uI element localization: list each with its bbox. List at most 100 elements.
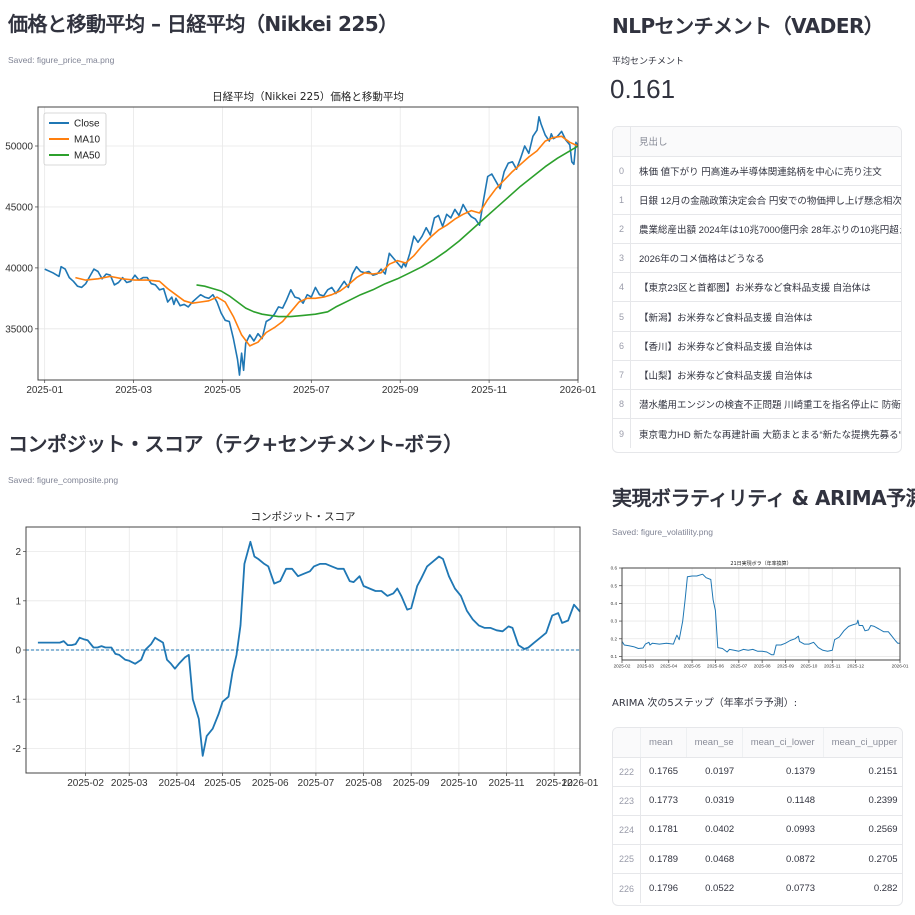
mean-se-cell[interactable]: 0.0468	[686, 844, 743, 875]
headline-row[interactable]: 1 日銀 12月の金融政策決定会合 円安での物価押し上げ懸念相次ぐ	[613, 185, 901, 215]
x-tick-label: 2025-03	[115, 385, 152, 396]
mean-ci-upper-cell[interactable]: 0.2705	[823, 844, 902, 875]
mean-ci-lower-cell[interactable]: 0.0872	[742, 844, 824, 875]
y-tick-label: -1	[12, 695, 21, 706]
arima-row[interactable]: 222 0.1765 0.0197 0.1379 0.2151	[613, 757, 902, 787]
mean-se-cell[interactable]: 0.0197	[686, 757, 743, 787]
headlines-header-row: 見出し	[613, 127, 901, 157]
headline-cell[interactable]: 【新潟】お米券など食料品支援 自治体は	[630, 301, 901, 332]
x-tick-label: 2025-03	[637, 664, 654, 669]
series-line-composite	[37, 540, 581, 757]
mean-ci-lower-cell[interactable]: 0.1379	[742, 757, 824, 787]
headline-row[interactable]: 5 【新潟】お米券など食料品支援 自治体は	[613, 301, 901, 332]
headline-cell[interactable]: 日銀 12月の金融政策決定会合 円安での物価押し上げ懸念相次ぐ	[630, 185, 901, 215]
x-tick-label: 2025-05	[684, 664, 701, 669]
arima-row[interactable]: 223 0.1773 0.0319 0.1148 0.2399	[613, 786, 902, 816]
mean-ci-lower-cell[interactable]: 0.0993	[742, 815, 824, 846]
headline-cell[interactable]: 潜水艦用エンジンの検査不正問題 川崎重工を指名停止に 防衛省	[630, 389, 901, 420]
row-index: 222	[613, 757, 642, 787]
volatility-chart: 21日実現ボラ（年率換算） 2025-02 2025-03 2025-04 2025-0…	[605, 555, 910, 680]
index-header	[613, 127, 632, 157]
x-tick-label: 2025-09	[777, 664, 794, 669]
arima-forecast-label: ARIMA 次の5ステップ（年率ボラ予測）:	[612, 698, 798, 709]
arima-header-row: mean mean_se mean_ci_lower mean_ci_upper	[613, 728, 902, 758]
y-tick-label: 0.3	[611, 619, 618, 624]
x-tick-label: 2025-09	[393, 778, 430, 789]
headline-row[interactable]: 9 東京電力HD 新たな再建計画 大筋まとまる“新たな提携先募る”	[613, 418, 902, 448]
x-tick-label: 2026-01	[562, 778, 599, 789]
arima-row[interactable]: 226 0.1796 0.0522 0.0773 0.282	[613, 873, 902, 903]
headline-cell[interactable]: 【東京23区と首都圏】お米券など食料品支援 自治体は	[630, 272, 901, 303]
x-tick-label: 2025-04	[159, 778, 196, 789]
x-tick-label: 2025-12	[536, 778, 573, 789]
mean-se-cell[interactable]: 0.0522	[705, 883, 735, 895]
row-index: 3	[613, 243, 632, 274]
x-tick-label: 2025-10	[800, 664, 817, 669]
headline-row[interactable]: 8 潜水艦用エンジンの検査不正問題 川崎重工を指名停止に 防衛省	[613, 389, 901, 420]
y-tick-label: 0	[15, 646, 21, 657]
x-tick-label: 2025-04	[660, 664, 677, 669]
x-tick-label: 2025-06	[252, 778, 289, 789]
volatility-figure-caption: Saved: figure_volatility.png	[612, 527, 713, 537]
mean-cell[interactable]: 0.1773	[640, 786, 687, 816]
headline-cell[interactable]: 農業総産出額 2024年は10兆7000億円余 28年ぶりの10兆円超え	[630, 214, 901, 245]
headline-row[interactable]: 3 2026年のコメ価格はどうなる	[613, 243, 901, 274]
mean-ci-lower-column-header[interactable]: mean_ci_lower	[742, 728, 824, 758]
mean-cell[interactable]: 0.1781	[640, 815, 687, 846]
headline-row[interactable]: 6 【香川】お米券など食料品支援 自治体は	[613, 331, 901, 361]
headline-cell[interactable]: 東京電力HD 新たな再建計画 大筋まとまる“新たな提携先募る”	[639, 429, 902, 441]
headline-row[interactable]: 0 株価 値下がり 円高進み半導体関連銘柄を中心に売り注文	[613, 156, 901, 186]
x-tick-label: 2025-11	[471, 385, 507, 396]
mean-se-column-header[interactable]: mean_se	[686, 728, 743, 758]
mean-cell[interactable]: 0.1765	[640, 757, 687, 787]
headline-cell[interactable]: 株価 値下がり 円高進み半導体関連銘柄を中心に売り注文	[630, 156, 901, 186]
series-line-close	[44, 116, 579, 376]
y-tick-label: -2	[12, 744, 21, 755]
chart-title: コンポジット・スコア	[251, 511, 356, 523]
x-tick-label: 2025-12	[847, 664, 864, 669]
mean-cell[interactable]: 0.1796	[649, 883, 679, 895]
mean-column-header[interactable]: mean	[640, 728, 687, 758]
y-tick-label: 50000	[5, 142, 33, 153]
headline-row[interactable]: 7 【山梨】お米券など食料品支援 自治体は	[613, 360, 901, 391]
mean-cell[interactable]: 0.1789	[640, 844, 687, 875]
headline-row[interactable]: 4 【東京23区と首都圏】お米券など食料品支援 自治体は	[613, 272, 901, 303]
x-tick-label: 2025-05	[204, 778, 241, 789]
y-tick-label: 0.2	[611, 636, 618, 641]
row-index: 5	[613, 301, 632, 332]
y-tick-label: 45000	[5, 202, 33, 213]
x-tick-label: 2025-11	[489, 778, 525, 789]
mean-ci-upper-column-header[interactable]: mean_ci_upper	[823, 728, 902, 758]
volatility-chart-svg: 21日実現ボラ（年率換算） 2025-02 2025-03 2025-04 2025-0…	[611, 560, 909, 669]
mean-ci-upper-cell[interactable]: 0.2399	[823, 786, 902, 816]
mean-se-cell[interactable]: 0.0402	[686, 815, 743, 846]
mean-se-cell[interactable]: 0.0319	[686, 786, 743, 816]
mean-ci-upper-cell[interactable]: 0.2151	[823, 757, 902, 787]
arima-row[interactable]: 225 0.1789 0.0468 0.0872 0.2705	[613, 844, 902, 875]
headline-cell[interactable]: 2026年のコメ価格はどうなる	[630, 243, 901, 274]
y-tick-label: 2	[15, 547, 21, 558]
mean-ci-upper-cell[interactable]: 0.282	[873, 883, 898, 895]
price-ma-chart-svg: 日経平均（Nikkei 225）価格と移動平均 2025-01 2025-03 202…	[5, 90, 597, 396]
volatility-section-heading: 実現ボラティリティ & ARIMA予測	[612, 486, 915, 510]
headline-cell[interactable]: 【山梨】お米券など食料品支援 自治体は	[630, 360, 901, 391]
headline-row[interactable]: 2 農業総産出額 2024年は10兆7000億円余 28年ぶりの10兆円超え	[613, 214, 901, 245]
mean-ci-lower-cell[interactable]: 0.0773	[786, 883, 816, 895]
mean-ci-upper-cell[interactable]: 0.2569	[823, 815, 902, 846]
x-tick-label: 2026-01	[560, 385, 597, 396]
arima-row[interactable]: 224 0.1781 0.0402 0.0993 0.2569	[613, 815, 902, 846]
y-tick-label: 0.1	[611, 654, 618, 659]
price-section-heading: 価格と移動平均 – 日経平均（Nikkei 225）	[8, 12, 398, 36]
row-index: 0	[613, 156, 632, 186]
x-tick-label: 2025-02	[67, 778, 104, 789]
headline-column-header[interactable]: 見出し	[630, 127, 901, 157]
row-index: 224	[613, 815, 642, 846]
mean-ci-lower-cell[interactable]: 0.1148	[742, 786, 824, 816]
headlines-dataframe[interactable]: 見出し 0 株価 値下がり 円高進み半導体関連銘柄を中心に売り注文 1 日銀 12月の…	[612, 126, 902, 453]
headline-cell[interactable]: 【香川】お米券など食料品支援 自治体は	[630, 331, 901, 361]
sentiment-metric-label: 平均センチメント	[612, 57, 685, 67]
sentiment-metric-value: 0.161	[610, 74, 676, 104]
series-line-ma10	[75, 135, 579, 347]
arima-forecast-dataframe[interactable]: mean mean_se mean_ci_lower mean_ci_upper…	[612, 727, 903, 906]
